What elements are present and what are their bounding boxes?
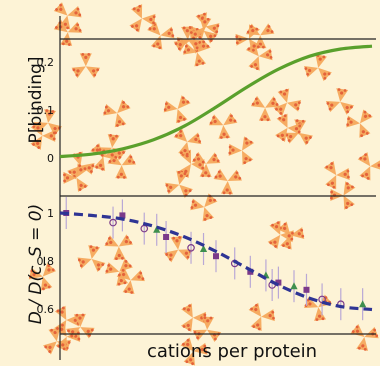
data-point <box>187 231 195 264</box>
data-point <box>163 221 170 253</box>
protein-trimer-icon <box>275 113 302 142</box>
xlabel: cations per protein <box>147 341 317 362</box>
protein-trimer-icon <box>28 262 57 291</box>
bottom-ytick-label: 1 <box>47 207 54 220</box>
protein-trimer-icon <box>173 26 203 52</box>
top-ytick-label: 0.1 <box>37 104 55 117</box>
protein-trimer-icon <box>325 88 355 115</box>
protein-decorations <box>28 2 380 366</box>
protein-trimer-icon <box>173 128 202 156</box>
protein-trimer-icon <box>129 4 156 33</box>
protein-trimer-icon <box>248 302 275 332</box>
bottom-panel-tick-labels: 0.6 0.8 1 <box>37 207 55 316</box>
bottom-ytick-label: 0.6 <box>37 303 55 316</box>
protein-trimer-icon <box>190 193 218 222</box>
data-point <box>213 240 219 273</box>
protein-trimer-icon <box>63 163 89 192</box>
data-point <box>199 233 208 265</box>
protein-trimer-icon <box>273 88 302 117</box>
protein-trimer-icon <box>330 181 356 210</box>
protein-trimer-icon <box>267 220 294 249</box>
protein-trimer-icon <box>147 21 175 50</box>
data-point <box>290 270 298 303</box>
protein-trimer-icon <box>346 109 373 138</box>
protein-trimer-icon <box>213 168 243 195</box>
protein-trimer-icon <box>30 121 56 150</box>
top-ytick-label: 0 <box>47 152 54 165</box>
protein-trimer-icon <box>323 161 350 190</box>
data-point <box>119 199 126 232</box>
protein-trimer-icon <box>180 337 208 366</box>
protein-trimer-icon <box>182 39 211 67</box>
protein-trimer-icon <box>228 136 255 165</box>
data-point <box>247 255 254 288</box>
protein-trimer-icon <box>192 316 222 343</box>
top-panel-tick-labels: 0 0.1 0.2 <box>37 56 55 165</box>
protein-trimer-icon <box>191 151 221 178</box>
data-point <box>140 212 149 245</box>
protein-trimer-icon <box>304 53 332 82</box>
protein-trimer-icon <box>284 119 313 146</box>
protein-trimer-icon <box>208 112 238 139</box>
axes <box>59 16 376 360</box>
top-ytick-label: 0.2 <box>37 56 55 69</box>
protein-trimer-icon <box>163 95 191 124</box>
data-point <box>109 206 117 239</box>
protein-trimer-icon <box>107 153 136 179</box>
protein-trimer-icon <box>164 236 193 263</box>
data-point <box>275 266 282 299</box>
bottom-ytick-label: 0.8 <box>37 255 55 268</box>
protein-trimer-icon <box>105 258 133 286</box>
protein-trimer-icon <box>235 24 262 53</box>
protein-trimer-icon <box>97 134 127 161</box>
diffusion-fit-curve <box>59 211 373 312</box>
top-ylabel: P[binding] <box>26 57 46 144</box>
data-point <box>303 273 310 306</box>
data-point <box>153 213 161 246</box>
protein-trimer-icon <box>116 267 145 294</box>
protein-trimer-icon <box>165 170 193 198</box>
protein-trimer-icon <box>357 152 380 181</box>
protein-trimer-icon <box>77 245 106 273</box>
data-point <box>359 288 367 321</box>
bottom-ylabel: D / D(c_S = 0) <box>26 204 46 325</box>
protein-trimer-icon <box>103 99 131 128</box>
protein-trimer-icon <box>250 95 280 122</box>
protein-trimer-icon <box>71 53 101 79</box>
protein-trimer-icon <box>104 234 133 261</box>
protein-trimer-icon <box>66 313 95 340</box>
binding-curve <box>59 44 373 159</box>
bottom-panel-data-points <box>63 197 367 321</box>
